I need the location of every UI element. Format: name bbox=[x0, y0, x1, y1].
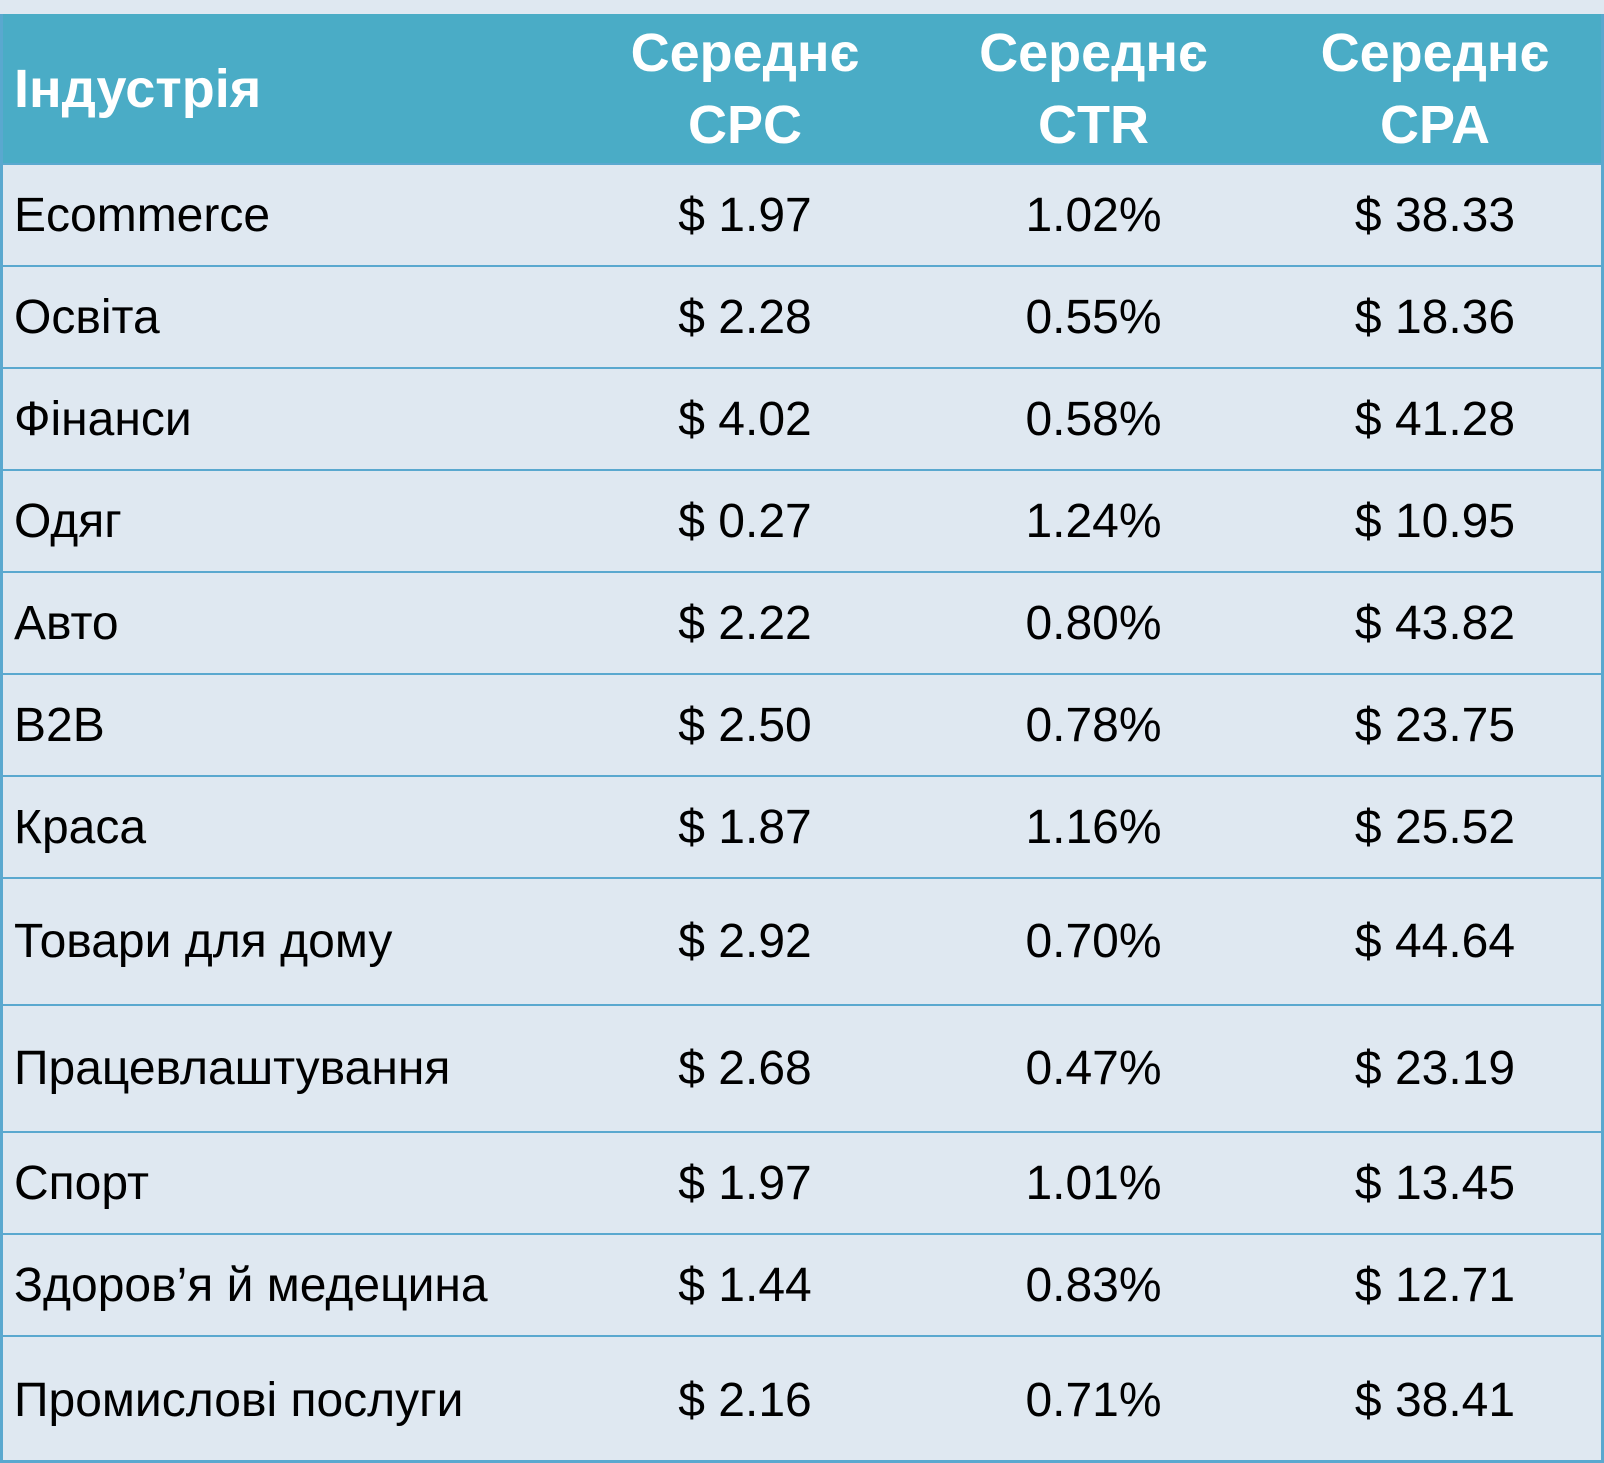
ctr-cell: 1.24% bbox=[1025, 494, 1162, 548]
industry-cell: Ecommerce bbox=[14, 188, 271, 242]
table-body: Ecommerce $ 1.97 1.02% $ 38.33 Освіта $ … bbox=[0, 164, 1604, 1463]
table-row: Товари для дому $ 2.92 0.70% $ 44.64 bbox=[0, 878, 1604, 1005]
industry-cell: Працевлаштування bbox=[14, 1042, 451, 1095]
ctr-cell: 0.70% bbox=[1025, 915, 1162, 968]
header-avg-cpc-line2: CPC bbox=[687, 94, 802, 155]
cpc-cell: $ 1.87 bbox=[678, 800, 812, 854]
table-row: Краса $ 1.87 1.16% $ 25.52 bbox=[0, 776, 1604, 878]
header-avg-ctr-line1: Середнє bbox=[979, 22, 1208, 83]
industry-cell: Здоров’я й медецина bbox=[14, 1258, 488, 1312]
cpc-cell: $ 2.68 bbox=[678, 1042, 812, 1095]
table-row: Одяг $ 0.27 1.24% $ 10.95 bbox=[0, 470, 1604, 572]
table-row: B2B $ 2.50 0.78% $ 23.75 bbox=[0, 674, 1604, 776]
header-industry: Індустрія bbox=[14, 58, 262, 119]
cpc-cell: $ 2.22 bbox=[678, 596, 812, 650]
cpc-cell: $ 1.97 bbox=[678, 188, 812, 242]
cpc-cell: $ 1.97 bbox=[678, 1156, 812, 1210]
header-avg-cpc-line1: Середнє bbox=[630, 22, 860, 83]
table-row: Здоров’я й медецина $ 1.44 0.83% $ 12.71 bbox=[0, 1234, 1604, 1336]
ctr-cell: 0.58% bbox=[1025, 392, 1162, 446]
industry-cell: Освіта bbox=[14, 290, 160, 344]
ctr-cell: 0.47% bbox=[1025, 1042, 1162, 1095]
cpc-cell: $ 2.50 bbox=[678, 698, 812, 752]
cpa-cell: $ 12.71 bbox=[1354, 1258, 1516, 1312]
cpa-cell: $ 10.95 bbox=[1354, 494, 1516, 548]
cpa-cell: $ 43.82 bbox=[1354, 596, 1516, 650]
header-row: Індустрія Середнє CPC Середнє CTR Середн… bbox=[0, 14, 1604, 164]
industry-metrics-table-container: Індустрія Середнє CPC Середнє CTR Середн… bbox=[0, 14, 1604, 1463]
industry-cell: Спорт bbox=[14, 1156, 149, 1210]
cpa-cell: $ 41.28 bbox=[1354, 392, 1516, 446]
cpa-cell: $ 38.41 bbox=[1354, 1373, 1516, 1427]
industry-cell: Краса bbox=[14, 800, 147, 854]
industry-cell: Фінанси bbox=[14, 392, 192, 446]
cpc-cell: $ 2.28 bbox=[678, 290, 812, 344]
header-avg-cpa-line1: Середнє bbox=[1320, 22, 1550, 83]
ctr-cell: 0.80% bbox=[1025, 596, 1162, 650]
cpc-cell: $ 4.02 bbox=[678, 392, 812, 446]
ctr-cell: 0.83% bbox=[1025, 1258, 1162, 1312]
table-row: Ecommerce $ 1.97 1.02% $ 38.33 bbox=[0, 164, 1604, 266]
table-row: Працевлаштування $ 2.68 0.47% $ 23.19 bbox=[0, 1005, 1604, 1132]
cpa-cell: $ 23.75 bbox=[1354, 698, 1516, 752]
industry-cell: Одяг bbox=[14, 494, 122, 548]
industry-cell: B2B bbox=[14, 698, 105, 752]
industry-cell: Авто bbox=[14, 596, 119, 650]
header-avg-cpa-line2: CPA bbox=[1379, 94, 1490, 155]
cpa-cell: $ 25.52 bbox=[1354, 800, 1516, 854]
ctr-cell: 0.71% bbox=[1025, 1373, 1162, 1427]
header-avg-cpa: Середнє CPA bbox=[1266, 14, 1604, 164]
table-header: Індустрія Середнє CPC Середнє CTR Середн… bbox=[0, 14, 1604, 164]
ctr-cell: 0.78% bbox=[1025, 698, 1162, 752]
header-avg-cpc: Середнє CPC bbox=[569, 14, 921, 164]
industry-cell: Промислові послуги bbox=[14, 1373, 464, 1427]
ctr-cell: 1.16% bbox=[1025, 800, 1162, 854]
ctr-cell: 1.01% bbox=[1025, 1156, 1162, 1210]
cpa-cell: $ 23.19 bbox=[1354, 1042, 1516, 1095]
industry-cell: Товари для дому bbox=[14, 915, 393, 968]
cpa-cell: $ 44.64 bbox=[1354, 915, 1516, 968]
table-row: Промислові послуги $ 2.16 0.71% $ 38.41 bbox=[0, 1336, 1604, 1463]
cpc-cell: $ 2.92 bbox=[678, 915, 812, 968]
cpa-cell: $ 38.33 bbox=[1354, 188, 1516, 242]
cpc-cell: $ 2.16 bbox=[678, 1373, 812, 1427]
header-avg-ctr-line2: CTR bbox=[1038, 94, 1149, 155]
ctr-cell: 0.55% bbox=[1025, 290, 1162, 344]
industry-metrics-table: Індустрія Середнє CPC Середнє CTR Середн… bbox=[0, 14, 1604, 1463]
cpc-cell: $ 0.27 bbox=[678, 494, 812, 548]
table-row: Фінанси $ 4.02 0.58% $ 41.28 bbox=[0, 368, 1604, 470]
cpc-cell: $ 1.44 bbox=[678, 1258, 812, 1312]
table-row: Освіта $ 2.28 0.55% $ 18.36 bbox=[0, 266, 1604, 368]
table-row: Авто $ 2.22 0.80% $ 43.82 bbox=[0, 572, 1604, 674]
cpa-cell: $ 13.45 bbox=[1354, 1156, 1516, 1210]
table-row: Спорт $ 1.97 1.01% $ 13.45 bbox=[0, 1132, 1604, 1234]
cpa-cell: $ 18.36 bbox=[1354, 290, 1516, 344]
header-avg-ctr: Середнє CTR bbox=[921, 14, 1266, 164]
ctr-cell: 1.02% bbox=[1025, 188, 1162, 242]
